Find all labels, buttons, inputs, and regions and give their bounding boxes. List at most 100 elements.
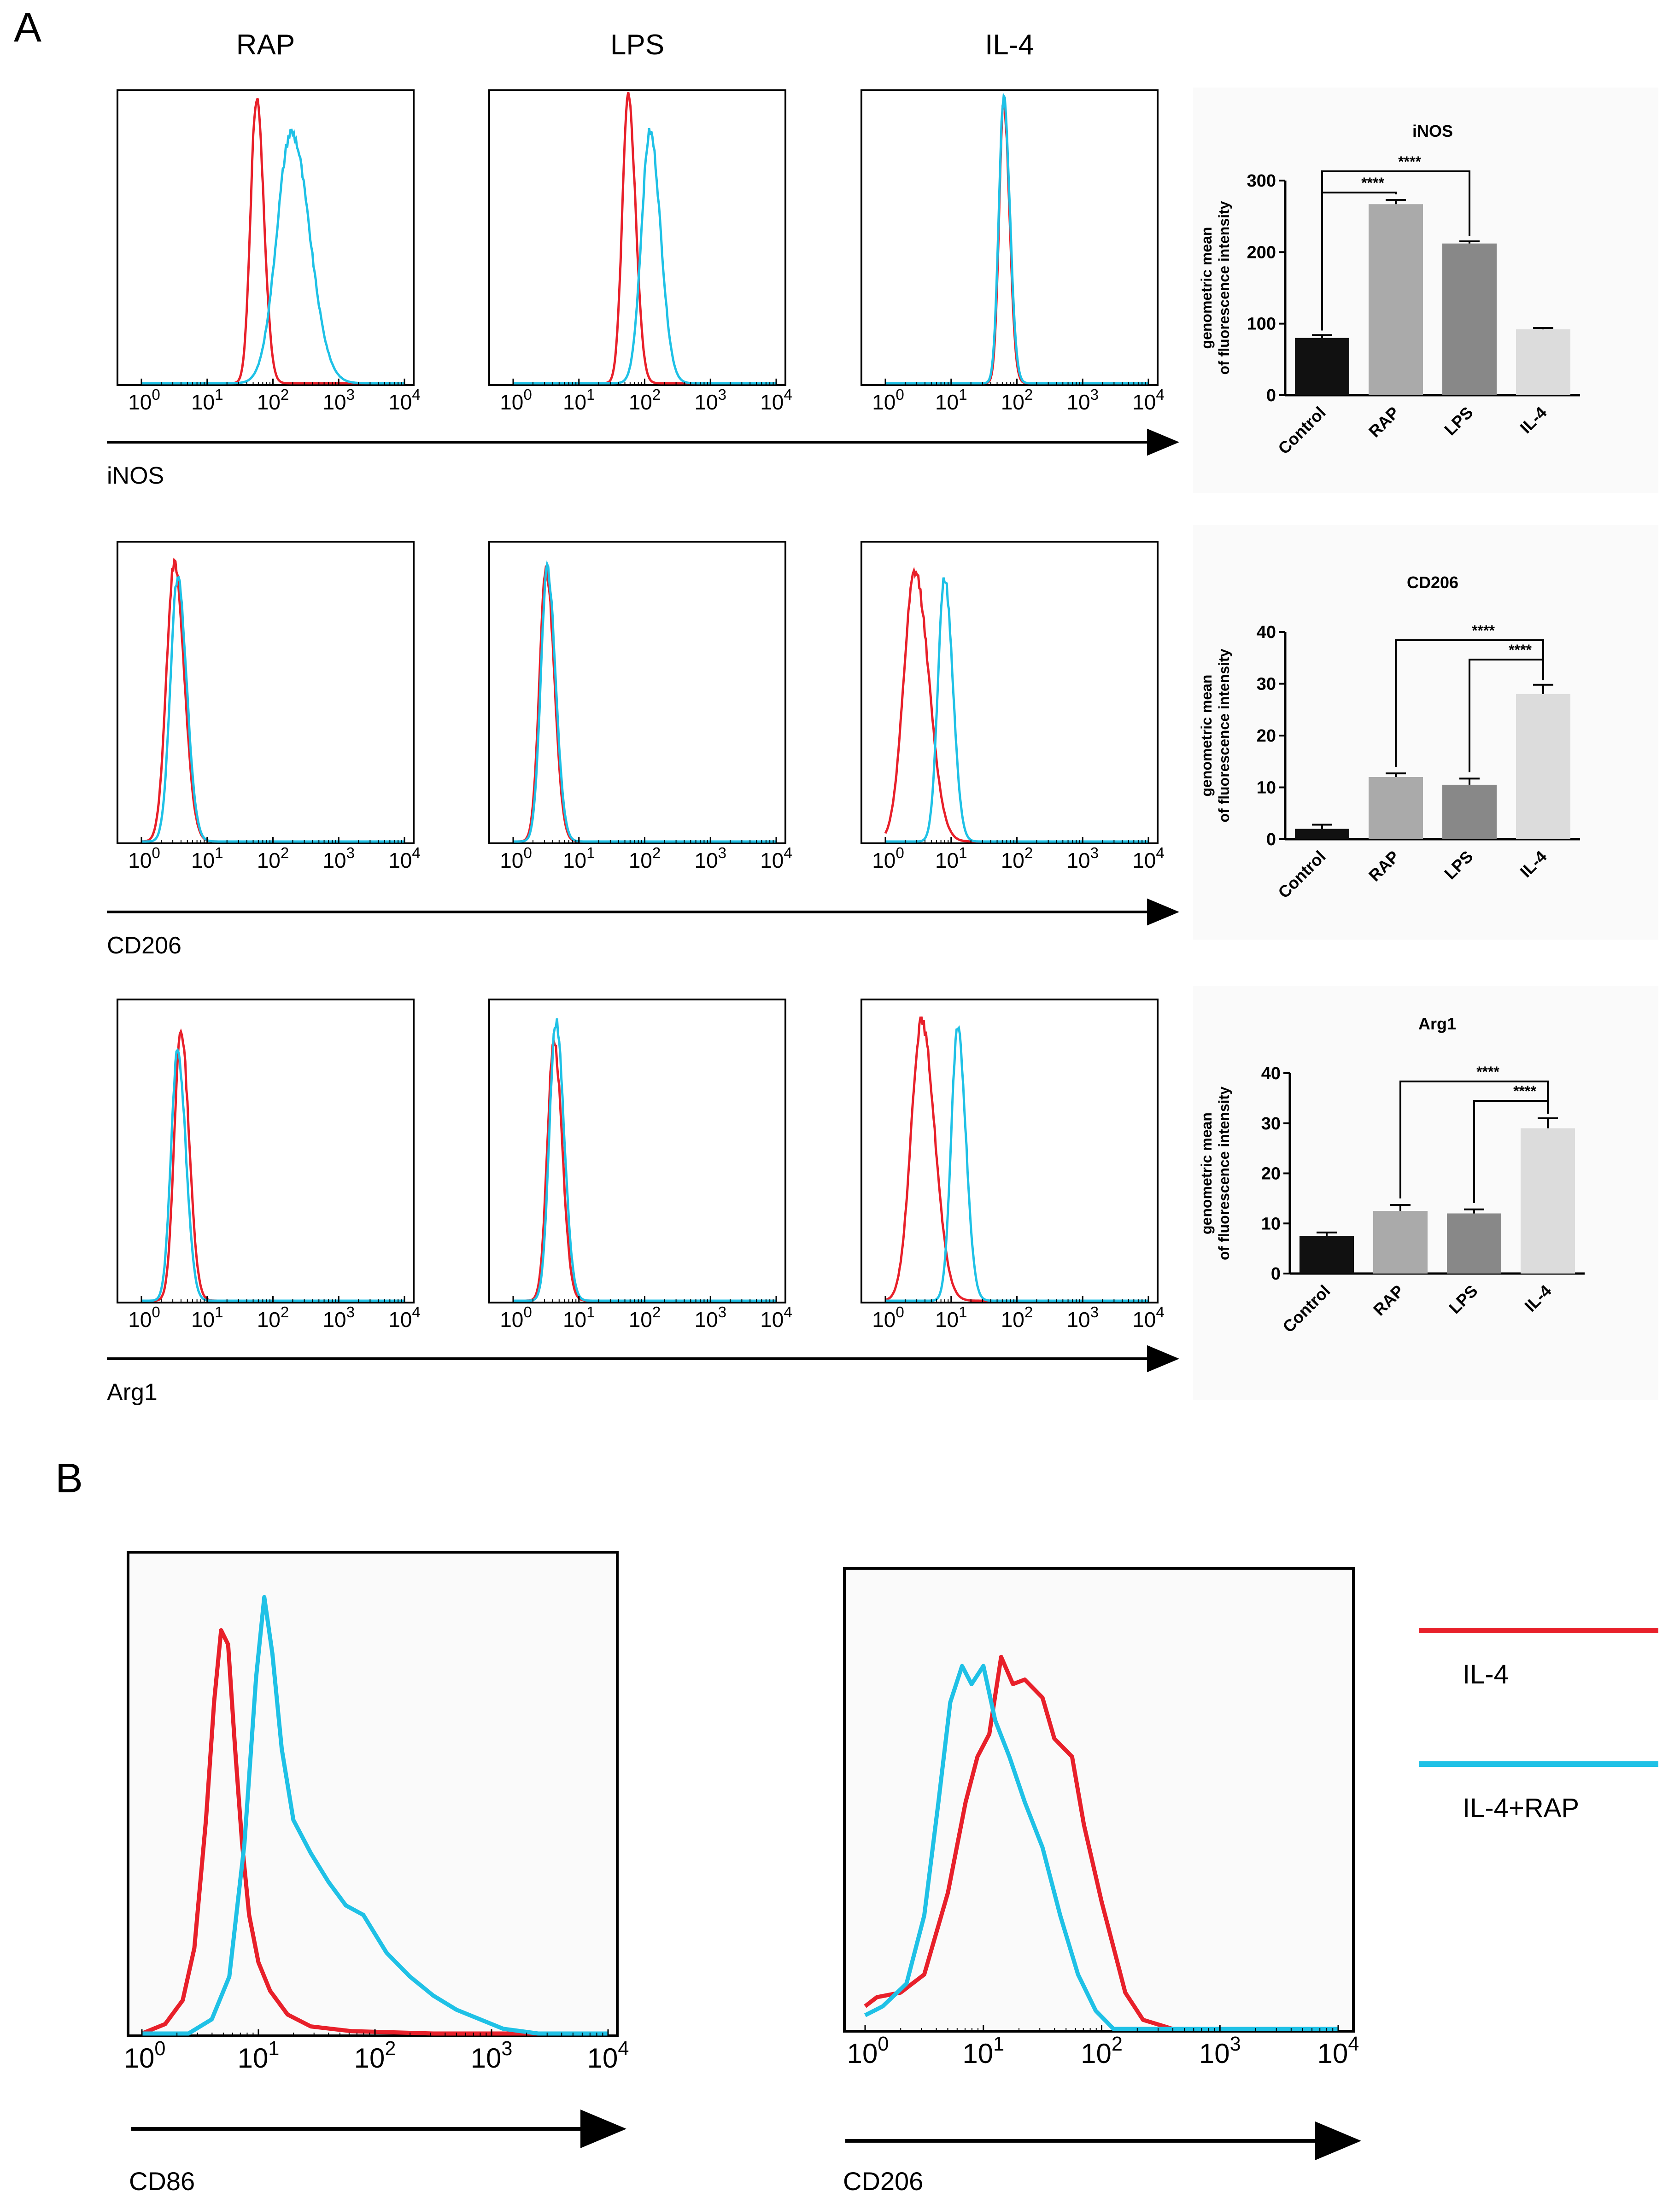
bar-chart-title: Arg1 <box>1418 1014 1456 1033</box>
y-tick-label: 300 <box>1247 171 1276 191</box>
tick-label: 104 <box>760 1304 792 1332</box>
histogram-cyan-curve <box>885 92 1148 385</box>
marker-label: CD206 <box>107 932 181 959</box>
bar-il-4 <box>1516 329 1570 395</box>
y-tick-label: 0 <box>1266 386 1276 405</box>
panel-b-cyan-curve <box>142 1595 608 2036</box>
y-tick-label: 30 <box>1257 675 1276 694</box>
tick-label: 104 <box>760 386 792 414</box>
tick-label: 101 <box>563 845 595 872</box>
tick-label: 103 <box>1199 2033 1241 2069</box>
histogram-cyan-curve <box>513 128 776 385</box>
tick-label: 100 <box>872 1304 904 1332</box>
bar-control <box>1300 1236 1354 1274</box>
panel-b-plot: 100 101 102 103 104 CD206 <box>843 1567 1361 2196</box>
tick-label: 103 <box>1066 386 1099 414</box>
bar-control <box>1295 829 1349 839</box>
panel-b-marker-label: CD206 <box>843 2167 923 2196</box>
tick-label: 100 <box>872 386 904 414</box>
tick-label: 100 <box>500 1304 532 1332</box>
tick-label: 100 <box>847 2033 889 2069</box>
tick-label: 101 <box>191 1304 223 1332</box>
marker-label: iNOS <box>107 462 164 489</box>
y-tick-label: 10 <box>1257 778 1276 798</box>
y-tick-label: 20 <box>1257 726 1276 746</box>
histogram-frame <box>860 999 1159 1303</box>
tick-label: 101 <box>563 1304 595 1332</box>
tick-label: 100 <box>500 845 532 872</box>
condition-label: LPS <box>610 29 664 61</box>
tick-label: 102 <box>1081 2033 1123 2069</box>
y-axis-label: genometric meanof fluorescence intensity <box>1198 1087 1232 1260</box>
bar-rap <box>1369 777 1423 839</box>
panel-a: RAP LPS IL-4 100 101 102 103 104 100 101 102 103 104… <box>107 29 1179 1406</box>
marker-arrow-head <box>1147 898 1179 926</box>
tick-label: 102 <box>354 2038 396 2074</box>
bar-il-4 <box>1521 1128 1575 1274</box>
tick-label: 104 <box>760 845 792 872</box>
bar-control <box>1295 338 1349 395</box>
tick-label: 104 <box>388 386 421 414</box>
histogram-x-axis: 100 101 102 103 104 <box>500 1296 792 1332</box>
tick-label: 102 <box>257 386 289 414</box>
panel-b-cyan-curve <box>864 1664 1338 2031</box>
histogram-frame <box>860 541 1159 844</box>
significance-label: **** <box>1509 642 1532 658</box>
panel-b-x-axis: 100 101 102 103 104 <box>847 2025 1359 2069</box>
significance-label: **** <box>1513 1083 1536 1099</box>
significance-bracket <box>1399 1081 1549 1199</box>
tick-label: 101 <box>191 845 223 872</box>
panel-b-letter: B <box>55 1455 83 1502</box>
panel-b: 100 101 102 103 104 CD86 100 101 102 103 104 CD206 I… <box>124 1551 1658 2196</box>
histogram-x-axis: 100 101 102 103 104 <box>128 1296 421 1332</box>
legend-label: IL-4+RAP <box>1463 1793 1579 1823</box>
histogram-row: 100 101 102 103 104 100 101 102 103 104 100 101 102 1… <box>107 999 1179 1406</box>
tick-label: 100 <box>128 1304 160 1332</box>
y-tick-label: 100 <box>1247 315 1276 334</box>
tick-label: 104 <box>587 2038 629 2074</box>
panel-b-frame <box>843 1567 1355 2033</box>
tick-label: 103 <box>471 2038 513 2074</box>
bar-chart-title: CD206 <box>1407 573 1458 592</box>
tick-label: 100 <box>500 386 532 414</box>
panel-a-letter: A <box>14 5 41 51</box>
tick-label: 100 <box>128 386 160 414</box>
tick-label: 101 <box>935 845 967 872</box>
significance-label: **** <box>1476 1064 1499 1080</box>
histogram-frame <box>117 541 415 844</box>
y-axis-label: genometric meanof fluorescence intensity <box>1198 201 1232 374</box>
histogram-frame <box>117 999 415 1303</box>
panel-b-red-curve <box>864 1654 1338 2031</box>
tick-label: 103 <box>1066 1304 1099 1332</box>
bar-lps <box>1447 1213 1501 1274</box>
marker-label: Arg1 <box>107 1379 158 1406</box>
panel-b-plot: 100 101 102 103 104 CD86 <box>124 1551 629 2196</box>
tick-label: 102 <box>629 386 661 414</box>
y-axis-label: genometric meanof fluorescence intensity <box>1198 649 1232 822</box>
tick-label: 101 <box>962 2033 1004 2069</box>
tick-label: 102 <box>629 1304 661 1332</box>
tick-label: 101 <box>935 1304 967 1332</box>
tick-label: 102 <box>1001 386 1033 414</box>
tick-label: 104 <box>1132 1304 1165 1332</box>
bar-chart-background <box>1193 525 1658 940</box>
panel-b-red-curve <box>141 1628 608 2036</box>
y-tick-label: 30 <box>1261 1114 1281 1134</box>
histogram-x-axis: 100 101 102 103 104 <box>872 837 1165 872</box>
bar-chart: Arg1 0 10 20 30 40 genometric meanof fluoresce… <box>1193 986 1658 1400</box>
condition-label: RAP <box>236 29 295 61</box>
histogram-cyan-curve <box>141 129 404 385</box>
bar-chart-title: iNOS <box>1412 122 1453 140</box>
tick-label: 103 <box>322 1304 355 1332</box>
panel-b-arrow-head <box>1315 2121 1361 2160</box>
histogram-row: 100 101 102 103 104 100 101 102 103 104 100 101 102 1… <box>107 89 1179 489</box>
tick-label: 104 <box>1132 845 1165 872</box>
tick-label: 103 <box>322 386 355 414</box>
significance-label: **** <box>1361 175 1384 191</box>
tick-label: 103 <box>1066 845 1099 872</box>
tick-label: 102 <box>257 845 289 872</box>
tick-label: 102 <box>629 845 661 872</box>
condition-label: IL-4 <box>985 29 1034 61</box>
